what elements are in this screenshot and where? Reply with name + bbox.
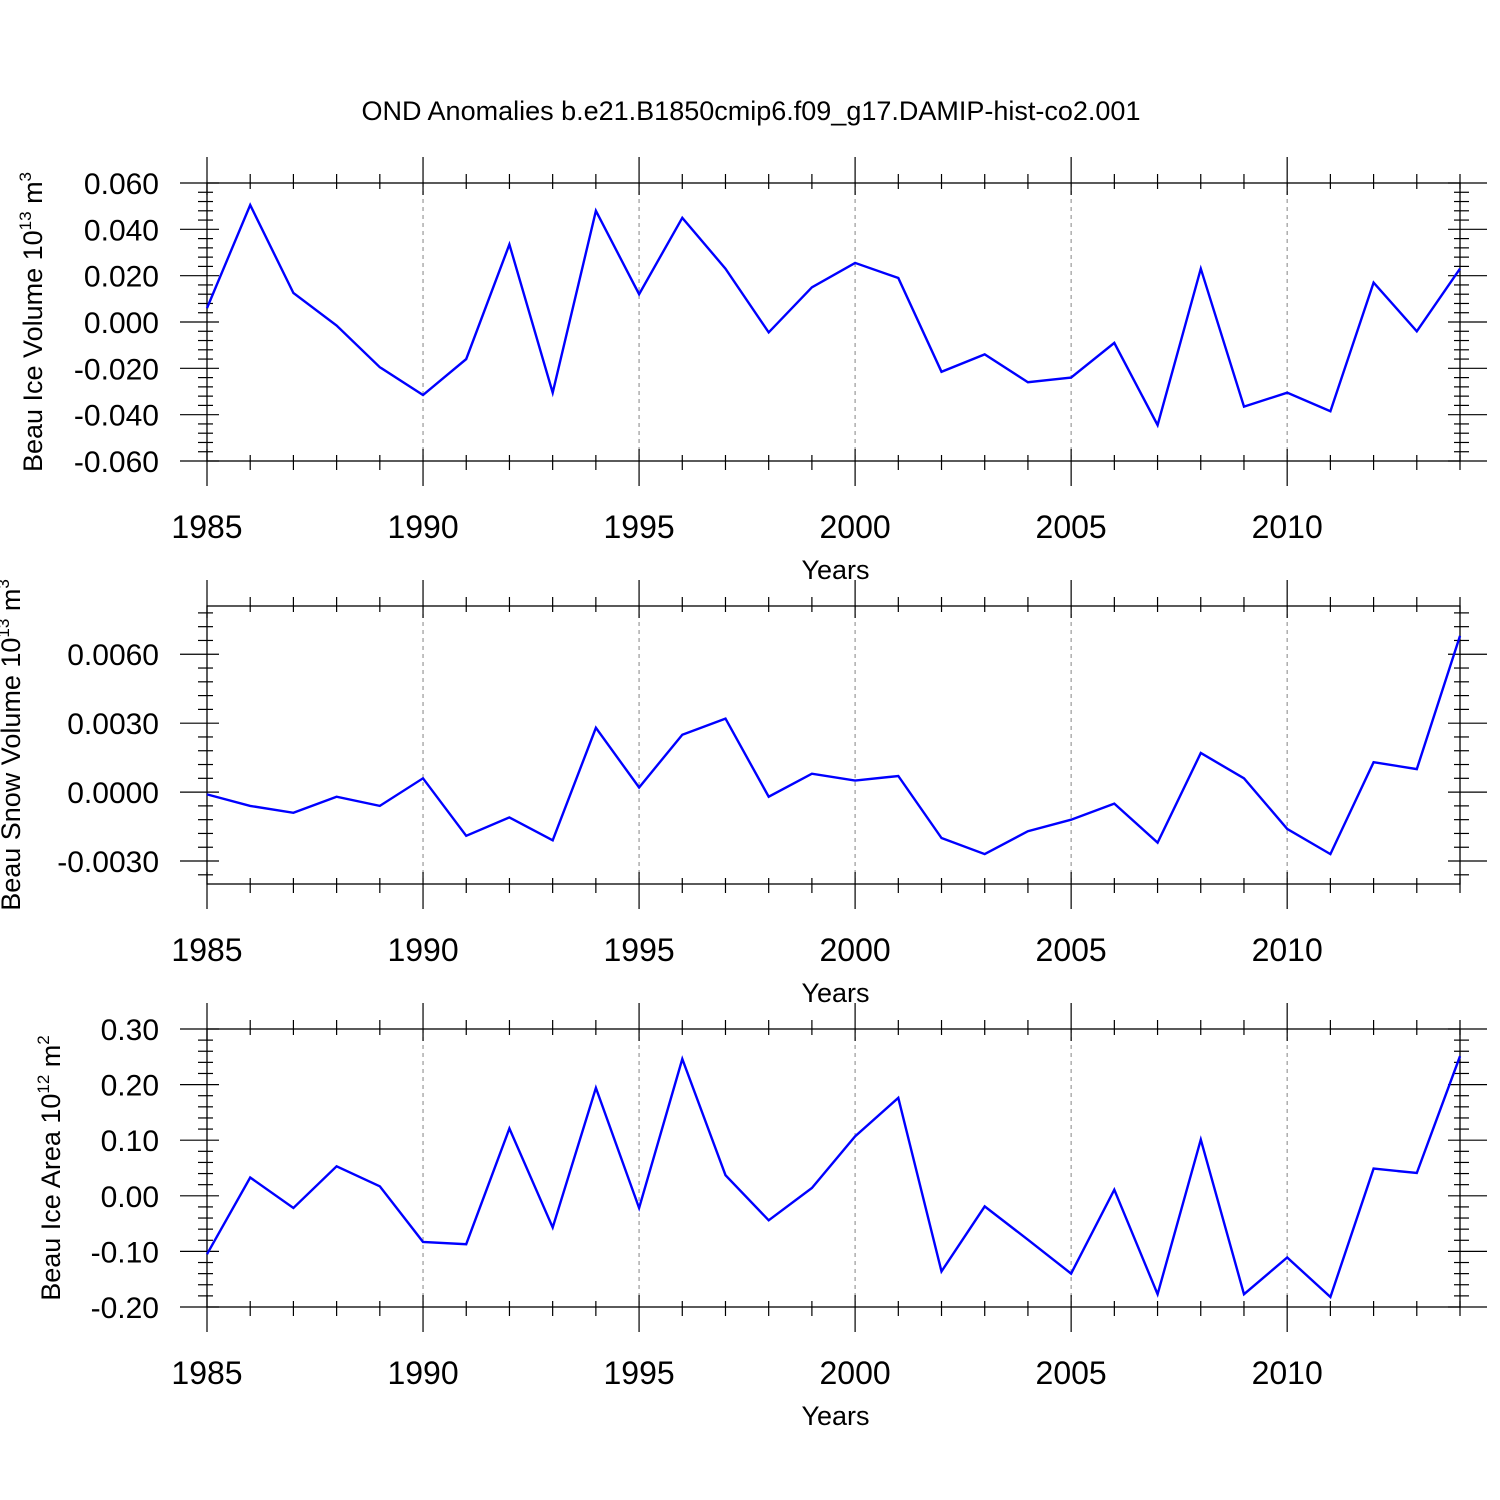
plot-frame [206,605,1461,885]
y-tick-label: 0.040 [84,214,159,247]
x-tick-label: 2000 [820,1355,891,1391]
chart-title: OND Anomalies b.e21.B1850cmip6.f09_g17.D… [362,96,1141,126]
y-tick-label: 0.30 [101,1014,159,1047]
y-tick-label: 0.060 [84,168,159,201]
series-line [206,635,1462,856]
y-tick-label: 0.000 [84,307,159,340]
y-axis-label: Beau Ice Volume 1013 m3 [16,172,48,472]
x-tick-label: 2010 [1252,932,1323,968]
x-axis-label: Years [801,978,869,1008]
x-tick-label: 1990 [387,509,458,545]
y-tick-label: -0.10 [91,1236,159,1269]
x-tick-label: 2000 [820,932,891,968]
y-axis-label-superscript: 12 [34,1075,53,1094]
x-axis-label: Years [801,555,869,585]
x-tick-label: 2010 [1252,509,1323,545]
y-tick-label: -0.20 [91,1292,159,1325]
y-axis-label: Beau Snow Volume 1013 m3 [0,579,26,911]
y-axis-label-text: m [36,1045,66,1075]
x-tick-label: 1995 [603,1355,674,1391]
x-tick-label: 1985 [171,932,242,968]
y-tick-label: 0.0030 [67,708,159,741]
series-line [205,1055,1462,1300]
y-axis-label-text: m [18,181,48,211]
y-tick-label: -0.040 [74,400,159,433]
y-tick-label: 0.20 [101,1070,159,1103]
y-axis-label: Beau Ice Area 1012 m2 [34,1035,66,1301]
x-tick-label: 2005 [1036,1355,1107,1391]
y-tick-label: 0.0060 [67,639,159,672]
chart-panel-1: 1985 1990 1995 2000 2005 2010 -0.060 -0.040 -0.0… [16,157,1487,585]
y-axis-label-text: m [0,589,26,619]
y-axis-label-text: Beau Ice Area 10 [36,1094,66,1301]
y-axis-label-superscript: 3 [16,172,35,181]
y-axis-label-superscript: 3 [0,579,13,588]
y-axis-label-text: Beau Ice Volume 10 [18,230,48,472]
chart-panel-2: 1985 1990 1995 2000 2005 2010 -0.0030 0.0000 0.0… [0,579,1487,1008]
y-tick-label: 0.00 [101,1181,159,1214]
y-tick-label: 0.10 [101,1125,159,1158]
x-tick-label: 1990 [387,1355,458,1391]
x-tick-label: 1985 [171,1355,242,1391]
x-tick-label: 2000 [820,509,891,545]
y-axis-label-superscript: 13 [16,211,35,230]
plot-frame [206,1028,1461,1308]
x-tick-label: 2010 [1252,1355,1323,1391]
y-axis-label-text: Beau Snow Volume 10 [0,638,26,911]
y-tick-label: -0.020 [74,353,159,386]
panels-container: 1985 1990 1995 2000 2005 2010 -0.060 -0.040 -0.0… [0,157,1487,1431]
x-tick-label: 1995 [603,509,674,545]
series-line [205,202,1461,429]
x-axis-label: Years [801,1401,869,1431]
chart-panel-3: 1985 1990 1995 2000 2005 2010 -0.20 -0.10 0.00 0.… [34,1003,1487,1431]
y-axis-label-superscript: 2 [34,1035,53,1044]
y-tick-label: -0.060 [74,446,159,479]
x-tick-label: 1985 [171,509,242,545]
x-tick-label: 2005 [1036,932,1107,968]
y-tick-label: 0.0000 [67,777,159,810]
plot-frame [206,182,1461,462]
x-tick-label: 2005 [1036,509,1107,545]
y-axis-label-superscript: 13 [0,619,13,638]
y-tick-label: 0.020 [84,261,159,294]
x-tick-label: 1995 [603,932,674,968]
x-tick-label: 1990 [387,932,458,968]
y-tick-label: -0.0030 [57,846,159,879]
